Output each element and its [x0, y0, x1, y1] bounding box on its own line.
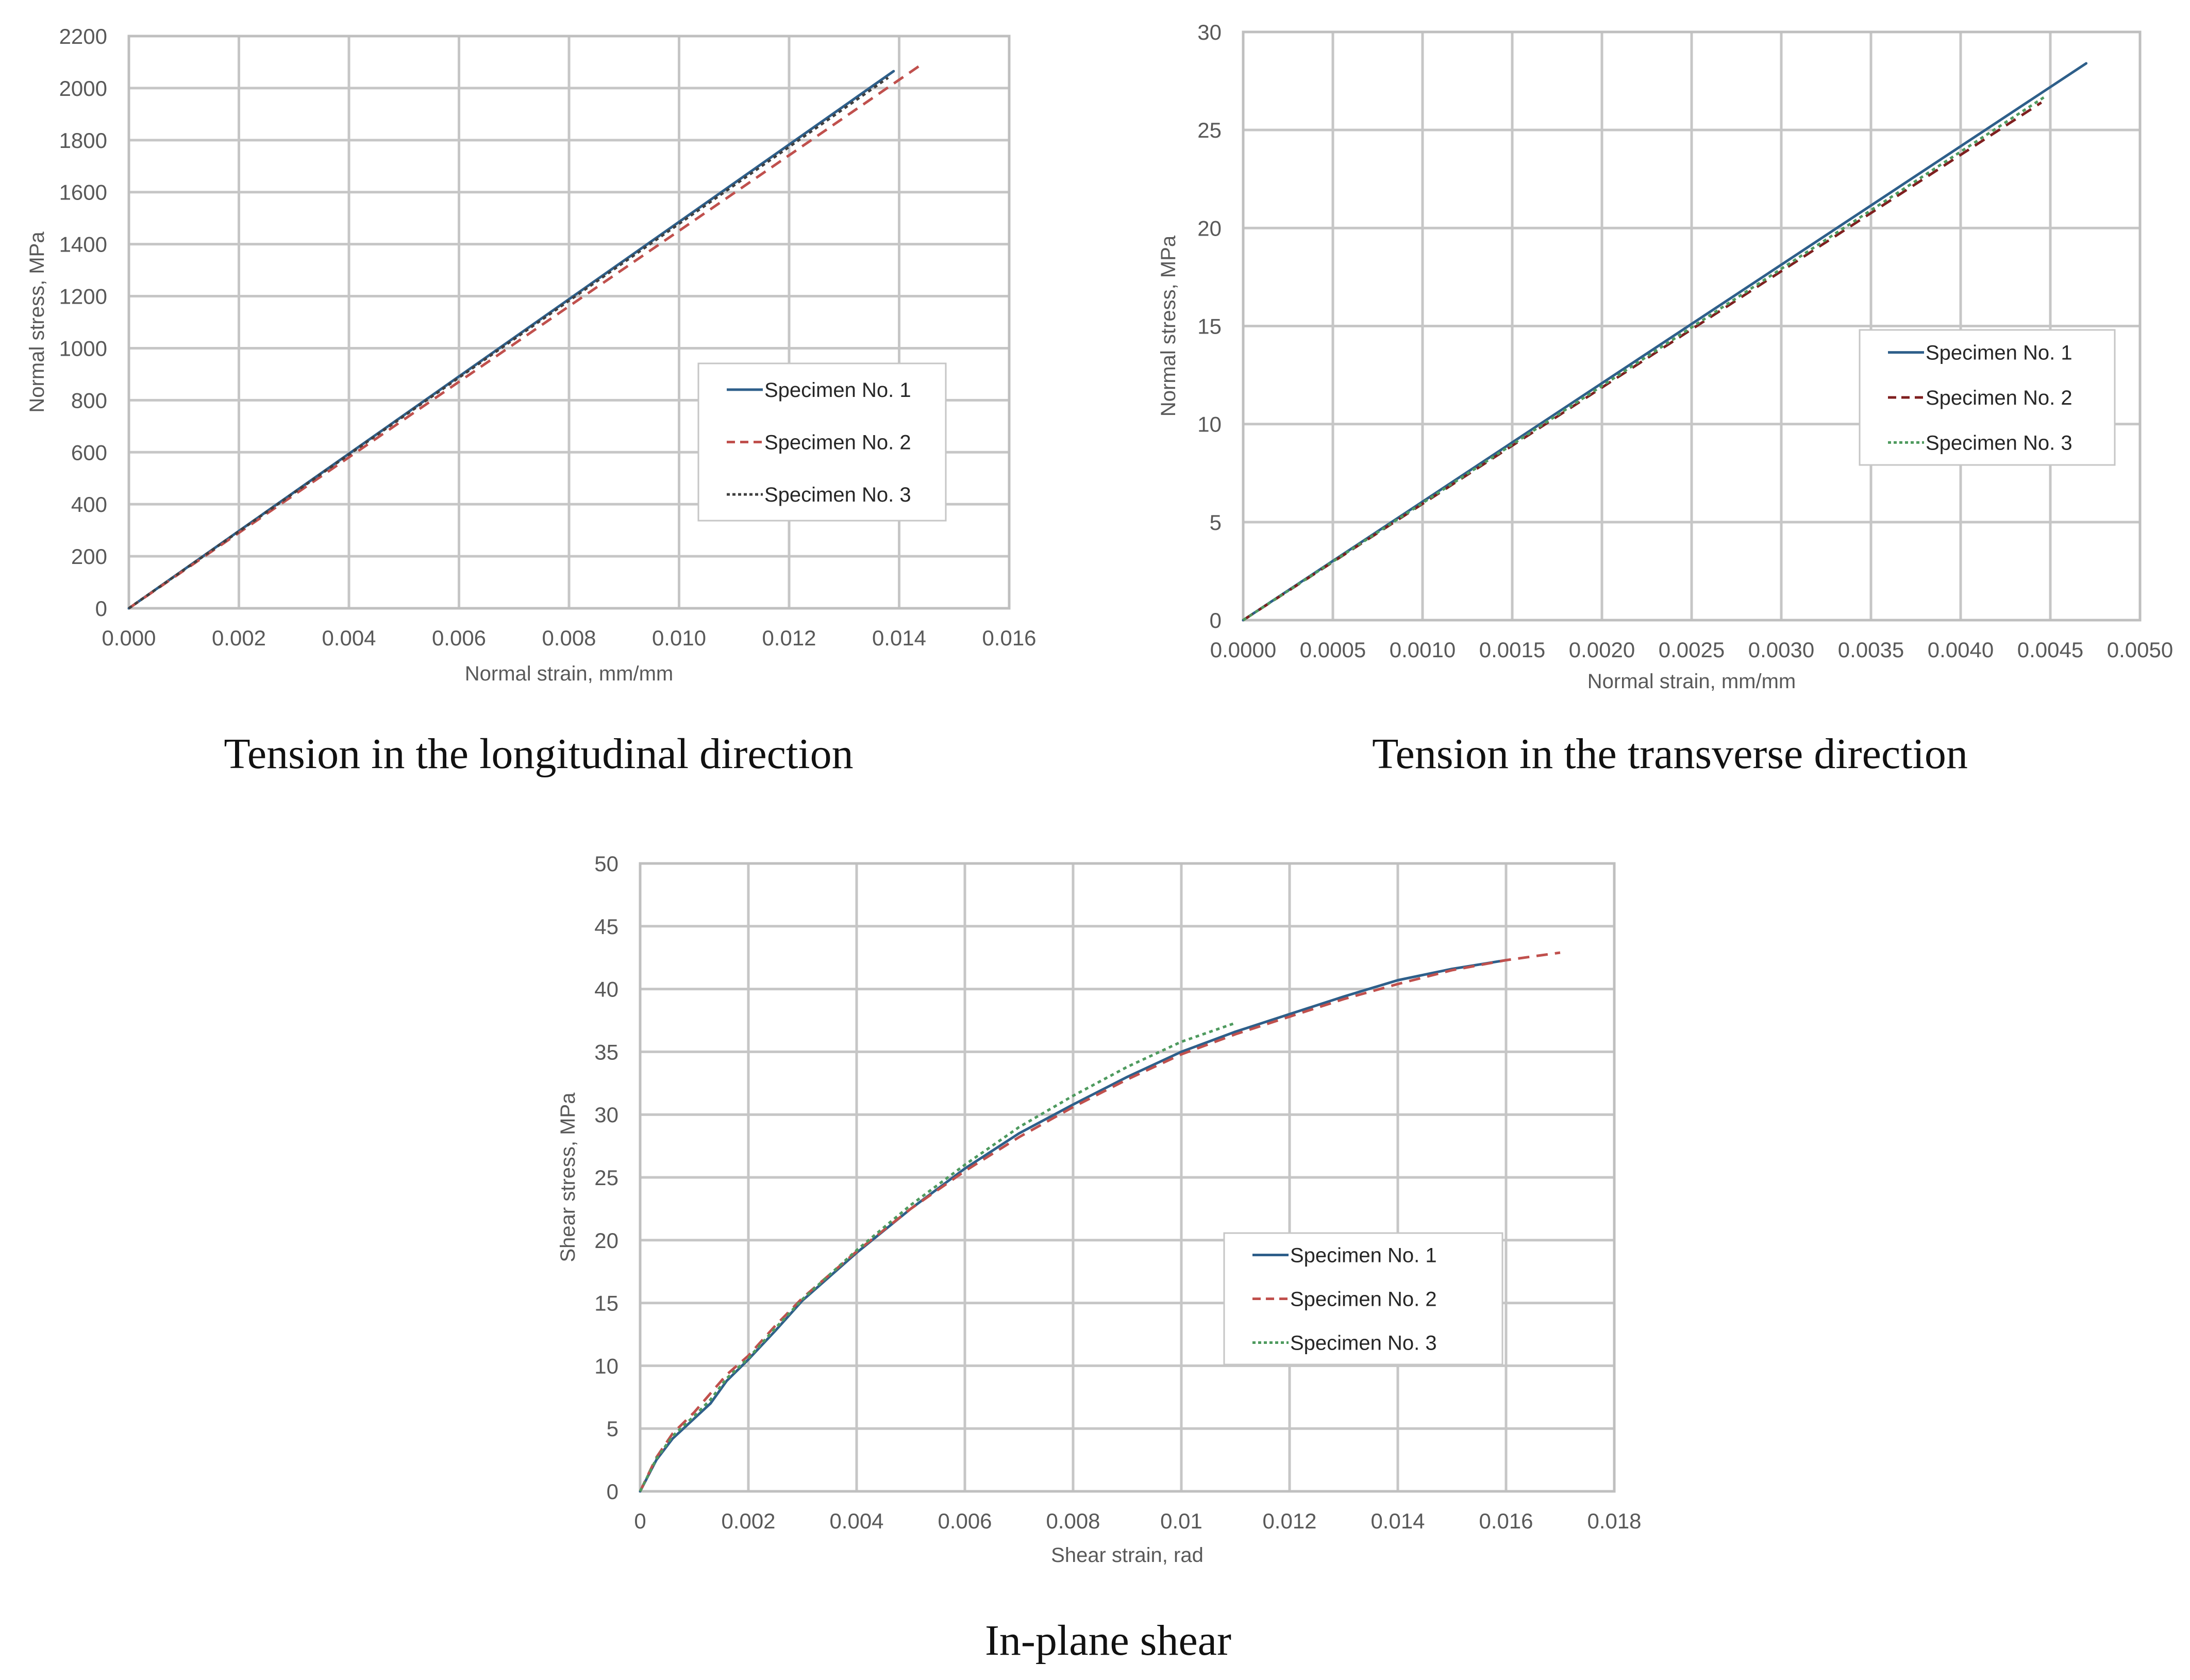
x-tick-label: 0.0035 [1838, 638, 1904, 662]
plot-area-border [1242, 30, 2142, 622]
y-tick-label: 800 [71, 388, 107, 412]
x-tick-label: 0.004 [322, 626, 376, 650]
x-tick-label: 0.0015 [1479, 638, 1545, 662]
y-axis-title: Shear stress, MPa [557, 1092, 579, 1262]
legend-label: Specimen No. 2 [1290, 1288, 1437, 1311]
y-tick-label: 1200 [59, 285, 107, 309]
y-tick-label: 2200 [59, 24, 107, 48]
x-tick-label: 0.0010 [1390, 638, 1456, 662]
y-tick-label: 10 [594, 1354, 618, 1378]
y-tick-label: 45 [594, 914, 618, 939]
y-axis-title: Normal stress, MPa [1157, 235, 1180, 417]
y-tick-label: 400 [71, 492, 107, 517]
series-line-specimen-2 [639, 951, 1561, 1492]
legend-label: Specimen No. 1 [1926, 342, 2072, 364]
y-tick-label: 15 [594, 1291, 618, 1316]
x-tick-label: 0.008 [542, 626, 596, 650]
x-tick-label: 0.01 [1160, 1509, 1202, 1533]
x-tick-label: 0.004 [829, 1509, 883, 1533]
x-axis-title: Normal strain, mm/mm [1587, 670, 1796, 693]
y-tick-label: 35 [594, 1040, 618, 1064]
legend-label: Specimen No. 3 [1926, 431, 2072, 454]
legend: Specimen No. 1 Specimen No. 2 Specimen No.… [697, 362, 947, 522]
y-tick-label: 40 [594, 977, 618, 1002]
y-tick-label: 200 [71, 544, 107, 569]
y-tick-label: 0 [1210, 608, 1222, 633]
plot-area-border [639, 862, 1616, 1493]
x-tick-label: 0.0020 [1569, 638, 1635, 662]
chart-2: 0.0000 0.0005 0.0010 0.0015 0.0020 0.0025 0.00… [1157, 20, 2173, 778]
x-tick-label: 0.014 [872, 626, 926, 650]
x-tick-label: 0.0040 [1928, 638, 1994, 662]
y-tick-label: 0 [95, 596, 107, 621]
y-tick-label: 5 [1210, 510, 1222, 535]
legend: Specimen No. 1 Specimen No. 2 Specimen No.… [1859, 329, 2116, 466]
legend-label: Specimen No. 2 [1926, 387, 2072, 409]
series-line-specimen-1 [127, 70, 895, 610]
y-tick-label: 10 [1197, 412, 1222, 437]
y-tick-label: 2000 [59, 76, 107, 101]
chart-caption: Tension in the transverse direction [1372, 730, 1968, 778]
chart-caption: Tension in the longitudinal direction [224, 730, 853, 778]
x-tick-label: 0.002 [721, 1509, 775, 1533]
x-tick-label: 0.012 [1262, 1509, 1316, 1533]
x-tick-label: 0.0005 [1300, 638, 1366, 662]
y-tick-label: 20 [594, 1228, 618, 1253]
x-tick-label: 0 [634, 1509, 646, 1533]
chart-3: 0 0.002 0.004 0.006 0.008 0.01 0.012 0.014 0.016… [557, 852, 1642, 1665]
x-tick-label: 0.014 [1370, 1509, 1425, 1533]
chart-1: 0.000 0.002 0.004 0.006 0.008 0.010 0.012 0.014… [26, 24, 1037, 778]
x-tick-label: 0.008 [1046, 1509, 1100, 1533]
x-tick-label: 0.016 [982, 626, 1036, 650]
y-tick-label: 30 [594, 1103, 618, 1127]
y-tick-label: 20 [1197, 216, 1222, 240]
x-tick-label: 0.012 [762, 626, 816, 650]
x-tick-label: 0.000 [102, 626, 156, 650]
y-tick-label: 25 [594, 1166, 618, 1190]
series-line-specimen-3 [128, 76, 889, 610]
y-tick-label: 30 [1197, 20, 1222, 44]
y-axis-title: Normal stress, MPa [26, 231, 48, 413]
x-tick-label: 0.0030 [1748, 638, 1814, 662]
x-tick-label: 0.018 [1587, 1509, 1641, 1533]
legend: Specimen No. 1 Specimen No. 2 Specimen No.… [1223, 1232, 1503, 1366]
y-tick-label: 5 [607, 1417, 618, 1441]
y-tick-label: 0 [607, 1479, 618, 1504]
x-tick-label: 0.010 [652, 626, 706, 650]
x-tick-label: 0.0025 [1659, 638, 1725, 662]
y-tick-label: 1800 [59, 128, 107, 153]
x-tick-label: 0.006 [432, 626, 486, 650]
series-line-specimen-2 [128, 63, 922, 610]
x-tick-label: 0.0050 [2107, 638, 2173, 662]
y-tick-label: 25 [1197, 118, 1222, 142]
y-tick-label: 600 [71, 440, 107, 464]
legend-label: Specimen No. 2 [764, 431, 911, 454]
legend-label: Specimen No. 3 [764, 484, 911, 506]
x-tick-label: 0.0000 [1210, 638, 1276, 662]
x-tick-label: 0.0045 [2017, 638, 2083, 662]
x-tick-label: 0.002 [212, 626, 266, 650]
y-tick-label: 1400 [59, 232, 107, 257]
y-tick-label: 50 [594, 852, 618, 876]
y-tick-label: 15 [1197, 314, 1222, 339]
y-tick-label: 1600 [59, 180, 107, 205]
x-tick-label: 0.006 [938, 1509, 992, 1533]
y-tick-label: 1000 [59, 336, 107, 360]
x-axis-title: Shear strain, rad [1051, 1544, 1203, 1567]
legend-label: Specimen No. 3 [1290, 1332, 1437, 1355]
chart-caption: In-plane shear [985, 1617, 1231, 1665]
series-line-specimen-3 [1242, 95, 2046, 622]
plot-area-border [127, 35, 1011, 610]
x-axis-title: Normal strain, mm/mm [465, 662, 673, 685]
series-line-specimen-3 [639, 1022, 1236, 1492]
x-tick-label: 0.016 [1479, 1509, 1533, 1533]
legend-label: Specimen No. 1 [1290, 1244, 1437, 1267]
series-line-specimen-2 [1242, 101, 2042, 622]
legend-label: Specimen No. 1 [764, 379, 911, 402]
